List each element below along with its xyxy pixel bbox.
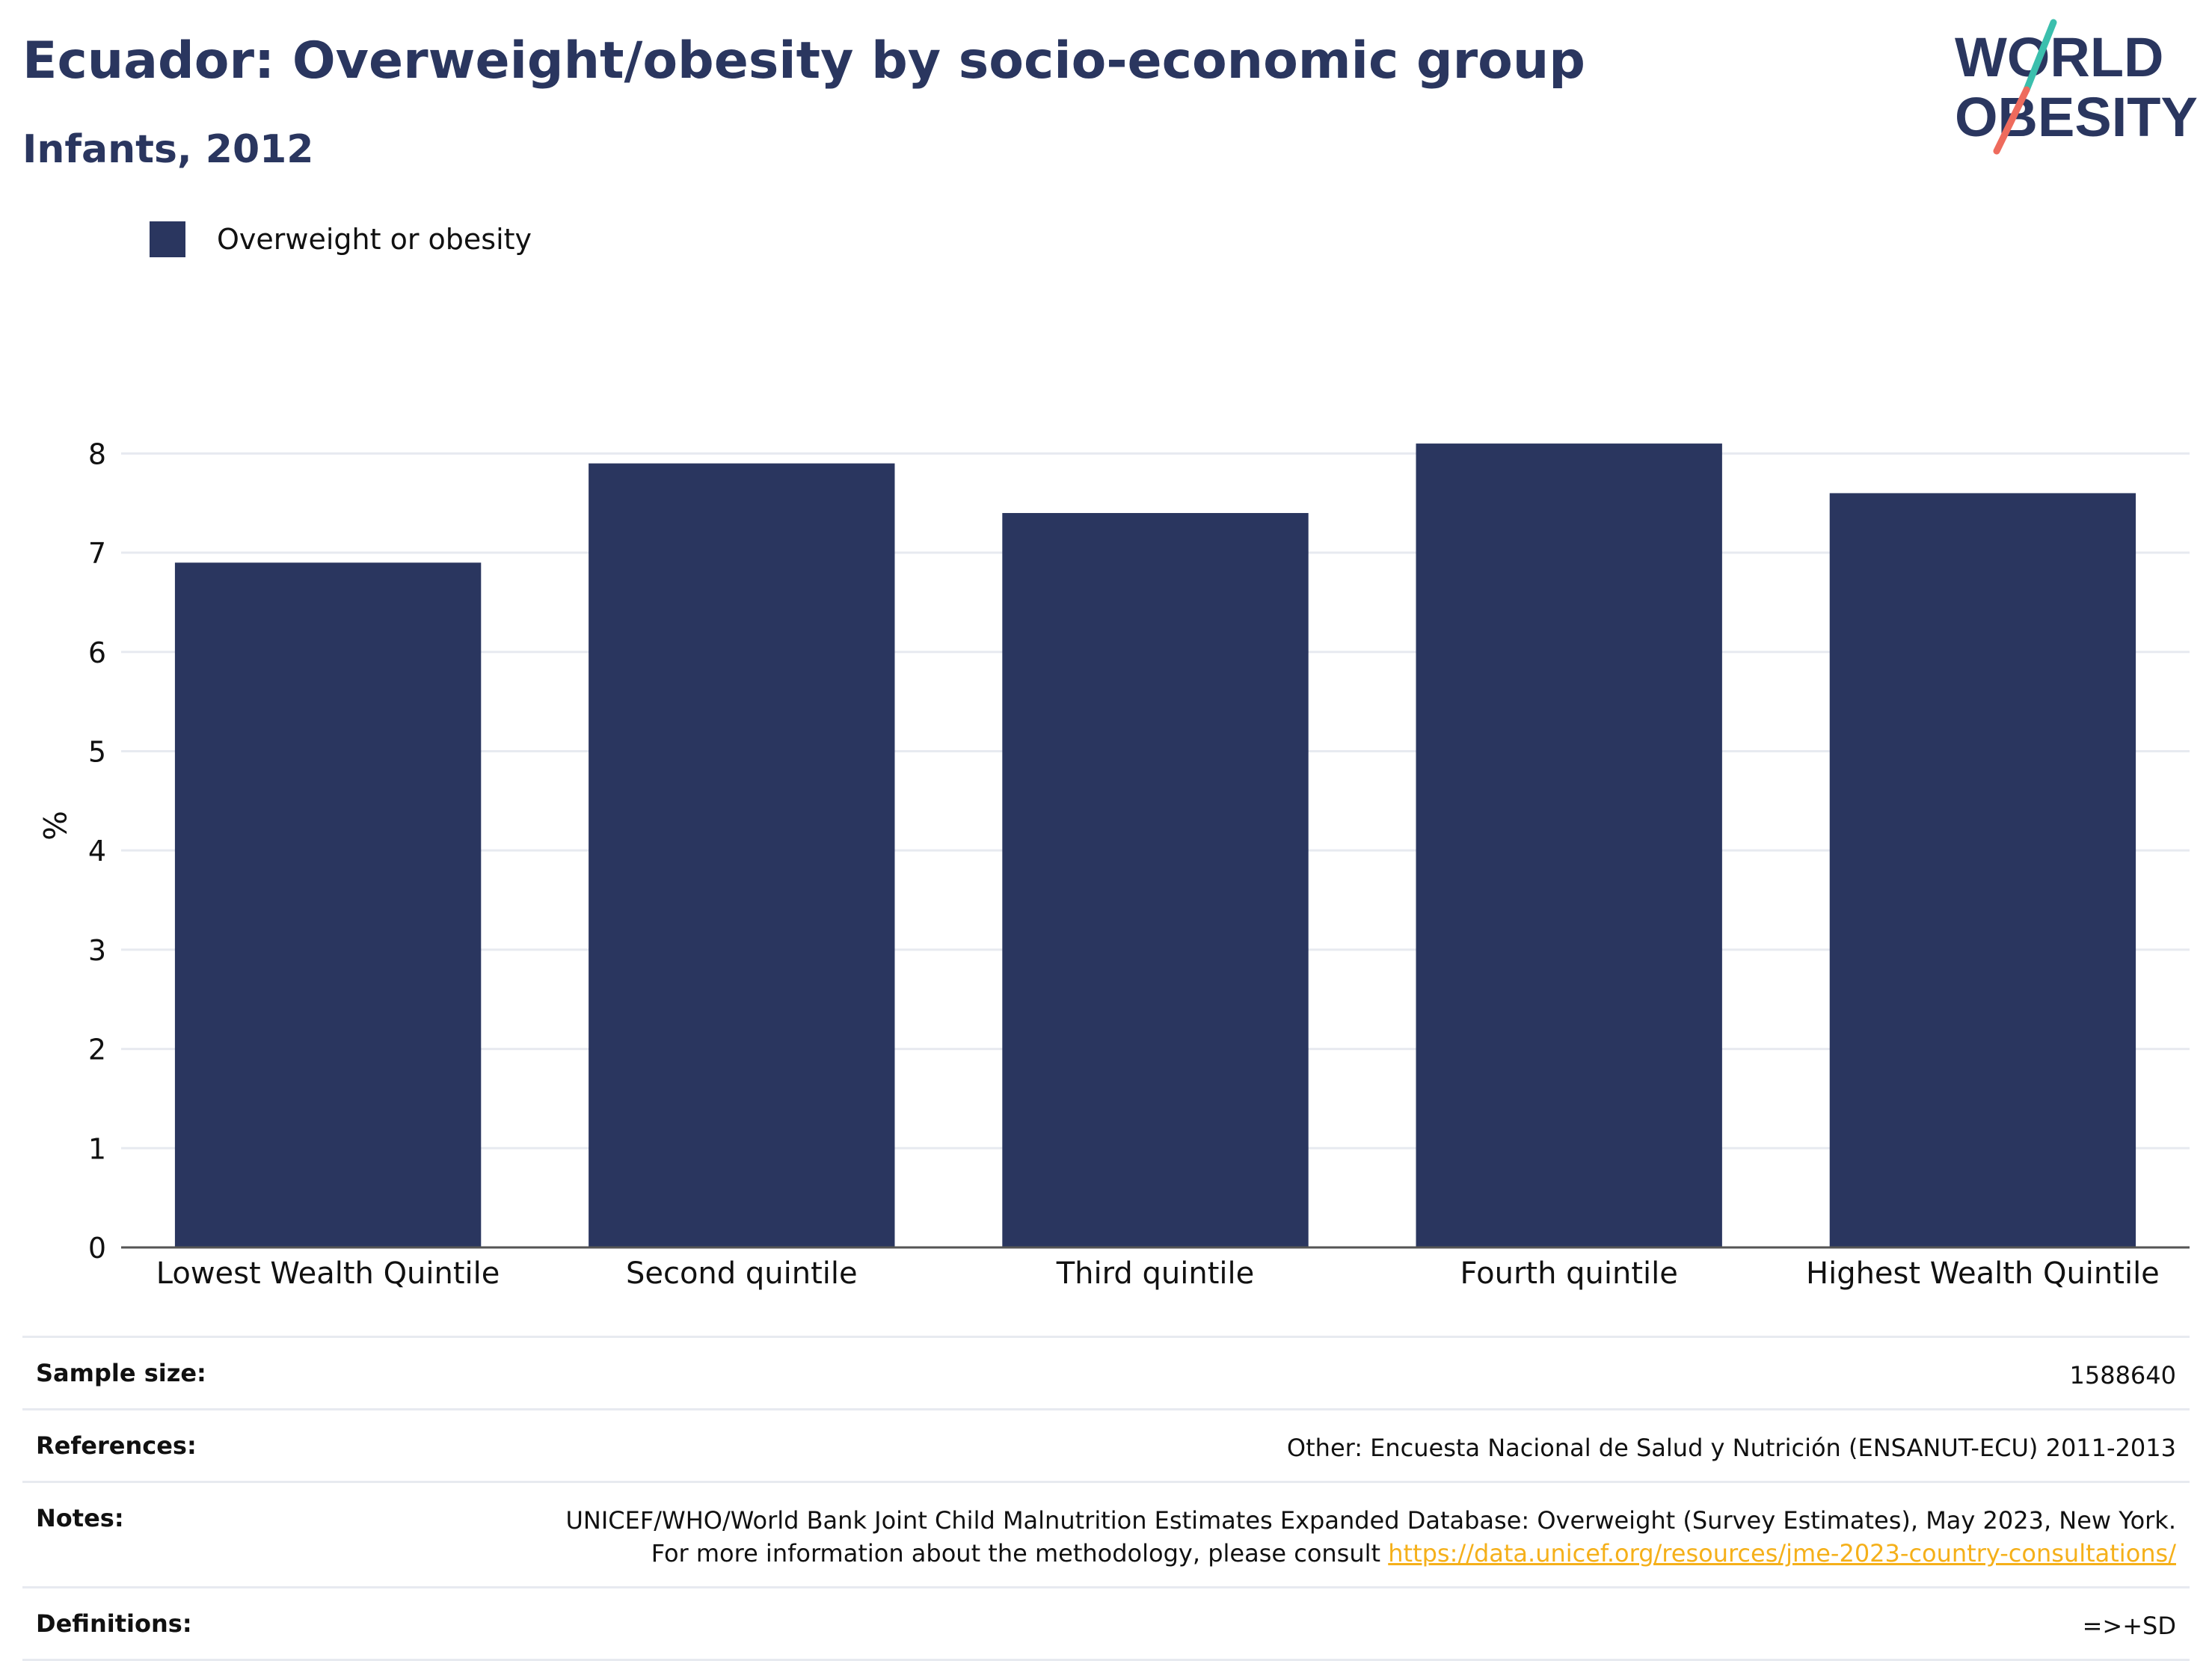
chart-subtitle: Infants, 2012 xyxy=(22,127,314,172)
info-table: Sample size: 1588640 References: Other: … xyxy=(22,1336,2190,1661)
y-tick-label: 4 xyxy=(88,835,106,868)
bar-1 xyxy=(174,562,482,1247)
references-value: Other: Encuesta Nacional de Salud y Nutr… xyxy=(1286,1434,2176,1462)
references-label: References: xyxy=(36,1431,197,1460)
logo-slash-bottom xyxy=(1993,86,2030,155)
world-obesity-logo: WORLD OBESITY xyxy=(1955,19,2198,155)
y-tick-label: 2 xyxy=(88,1034,106,1066)
references-row: References: Other: Encuesta Nacional de … xyxy=(22,1408,2190,1481)
sample-size-row: Sample size: 1588640 xyxy=(22,1336,2190,1408)
x-tick-label: Lowest Wealth Quintile xyxy=(156,1256,500,1291)
x-tick-label: Highest Wealth Quintile xyxy=(1806,1256,2160,1291)
x-tick-label: Second quintile xyxy=(626,1256,858,1291)
legend-swatch-overweight xyxy=(150,221,185,257)
definitions-row: Definitions: =>+SD xyxy=(22,1586,2190,1661)
x-tick-label: Fourth quintile xyxy=(1460,1256,1678,1291)
notes-label: Notes: xyxy=(36,1504,124,1532)
y-axis-title: % xyxy=(36,811,73,841)
bar-4 xyxy=(1416,443,1722,1248)
notes-text: UNICEF/WHO/World Bank Joint Child Malnut… xyxy=(565,1506,2177,1568)
bar-5 xyxy=(1829,493,2136,1247)
x-tick-label: Third quintile xyxy=(1056,1256,1254,1291)
definitions-value: =>+SD xyxy=(2082,1612,2176,1640)
y-tick-label: 7 xyxy=(88,537,106,570)
sample-size-value: 1588640 xyxy=(2069,1361,2176,1390)
legend-label-overweight: Overweight or obesity xyxy=(217,223,532,256)
y-tick-label: 8 xyxy=(88,437,106,470)
y-tick-label: 0 xyxy=(88,1232,106,1265)
chart-title: Ecuador: Overweight/obesity by socio-eco… xyxy=(22,31,1585,90)
bar-3 xyxy=(1002,512,1309,1247)
y-tick-label: 6 xyxy=(88,636,106,669)
logo-word-obesity: OBESITY xyxy=(1955,86,2198,148)
sample-size-label: Sample size: xyxy=(36,1359,206,1387)
chart-legend[interactable]: Overweight or obesity xyxy=(150,221,532,257)
notes-value: UNICEF/WHO/World Bank Joint Child Malnut… xyxy=(531,1504,2177,1570)
bar-2 xyxy=(589,463,895,1247)
notes-row: Notes: UNICEF/WHO/World Bank Joint Child… xyxy=(22,1481,2190,1586)
y-tick-label: 5 xyxy=(88,735,106,768)
methodology-link[interactable]: https://data.unicef.org/resources/jme-20… xyxy=(1388,1539,2176,1568)
y-tick-label: 3 xyxy=(88,934,106,967)
logo-slash-top xyxy=(2023,19,2057,93)
definitions-label: Definitions: xyxy=(36,1609,192,1638)
logo-word-world: WORLD xyxy=(1955,26,2164,88)
bar-chart: 0 1 2 3 4 5 6 7 8 Lowest Wealth Quintile Second qu… xyxy=(36,437,2190,1291)
y-tick-label: 1 xyxy=(88,1132,106,1165)
